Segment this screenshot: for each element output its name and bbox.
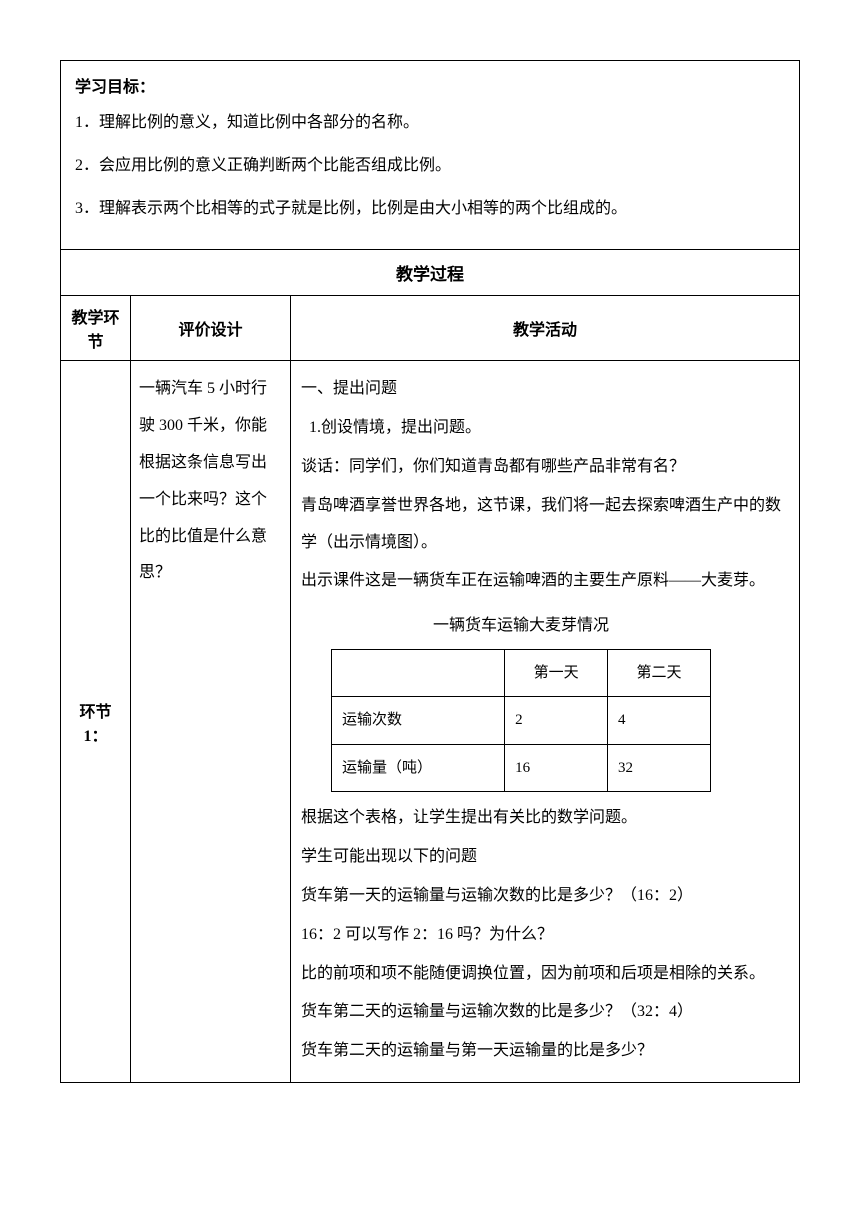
activity-heading: 一、提出问题 <box>301 371 789 408</box>
lesson-plan-table: 学习目标： 1．理解比例的意义，知道比例中各部分的名称。 2．会应用比例的意义正… <box>60 60 800 1083</box>
segment-1-label: 环节 1： <box>61 361 131 1083</box>
objective-item-1: 1．理解比例的意义，知道比例中各部分的名称。 <box>75 109 785 138</box>
table-header-day2: 第二天 <box>608 649 711 697</box>
table-cell: 4 <box>608 697 711 745</box>
column-header-segment-line2: 节 <box>71 328 120 352</box>
activity-text: 出示课件这是一辆货车正在运输啤酒的主要生产原料——大麦芽。 <box>301 563 789 600</box>
column-header-segment-line1: 教学环 <box>71 304 120 328</box>
column-header-evaluation: 评价设计 <box>131 296 291 361</box>
table-cell: 2 <box>505 697 608 745</box>
table-row-label: 运输次数 <box>332 697 505 745</box>
activity-text: 比的前项和项不能随便调换位置，因为前项和后项是相除的关系。 <box>301 956 789 993</box>
column-header-activity: 教学活动 <box>291 296 800 361</box>
table-cell: 16 <box>505 744 608 792</box>
table-cell-blank <box>332 649 505 697</box>
activity-text: 货车第二天的运输量与运输次数的比是多少？（32：4） <box>301 994 789 1031</box>
table-cell: 32 <box>608 744 711 792</box>
activity-text: 学生可能出现以下的问题 <box>301 839 789 876</box>
activity-text: 谈话：同学们，你们知道青岛都有哪些产品非常有名？ <box>301 449 789 486</box>
activity-subheading: 1.创设情境，提出问题。 <box>301 410 789 447</box>
objectives-cell: 学习目标： 1．理解比例的意义，知道比例中各部分的名称。 2．会应用比例的意义正… <box>61 61 800 250</box>
column-header-segment: 教学环 节 <box>61 296 131 361</box>
inner-table-title: 一辆货车运输大麦芽情况 <box>331 608 711 645</box>
table-row-label: 运输量（吨） <box>332 744 505 792</box>
activity-text: 16：2 可以写作 2：16 吗？为什么？ <box>301 917 789 954</box>
activity-text: 货车第一天的运输量与运输次数的比是多少？（16：2） <box>301 878 789 915</box>
segment-1-activity: 一、提出问题 1.创设情境，提出问题。 谈话：同学们，你们知道青岛都有哪些产品非… <box>291 361 800 1083</box>
inner-table-wrapper: 一辆货车运输大麦芽情况 第一天 第二天 运输次数 2 4 运输量（吨） 16 <box>331 608 789 792</box>
objective-item-2: 2．会应用比例的意义正确判断两个比能否组成比例。 <box>75 152 785 181</box>
activity-text: 青岛啤酒享誉世界各地，这节课，我们将一起去探索啤酒生产中的数学（出示情境图）。 <box>301 488 789 562</box>
table-header-day1: 第一天 <box>505 649 608 697</box>
activity-text: 根据这个表格，让学生提出有关比的数学问题。 <box>301 800 789 837</box>
process-header: 教学过程 <box>61 250 800 296</box>
transport-data-table: 第一天 第二天 运输次数 2 4 运输量（吨） 16 32 <box>331 649 711 793</box>
segment-1-evaluation: 一辆汽车 5 小时行驶 300 千米，你能根据这条信息写出一个比来吗？这个比的比… <box>131 361 291 1083</box>
objective-item-3: 3．理解表示两个比相等的式子就是比例，比例是由大小相等的两个比组成的。 <box>75 195 785 224</box>
activity-text: 货车第二天的运输量与第一天运输量的比是多少？ <box>301 1033 789 1070</box>
objectives-title: 学习目标： <box>75 73 785 97</box>
